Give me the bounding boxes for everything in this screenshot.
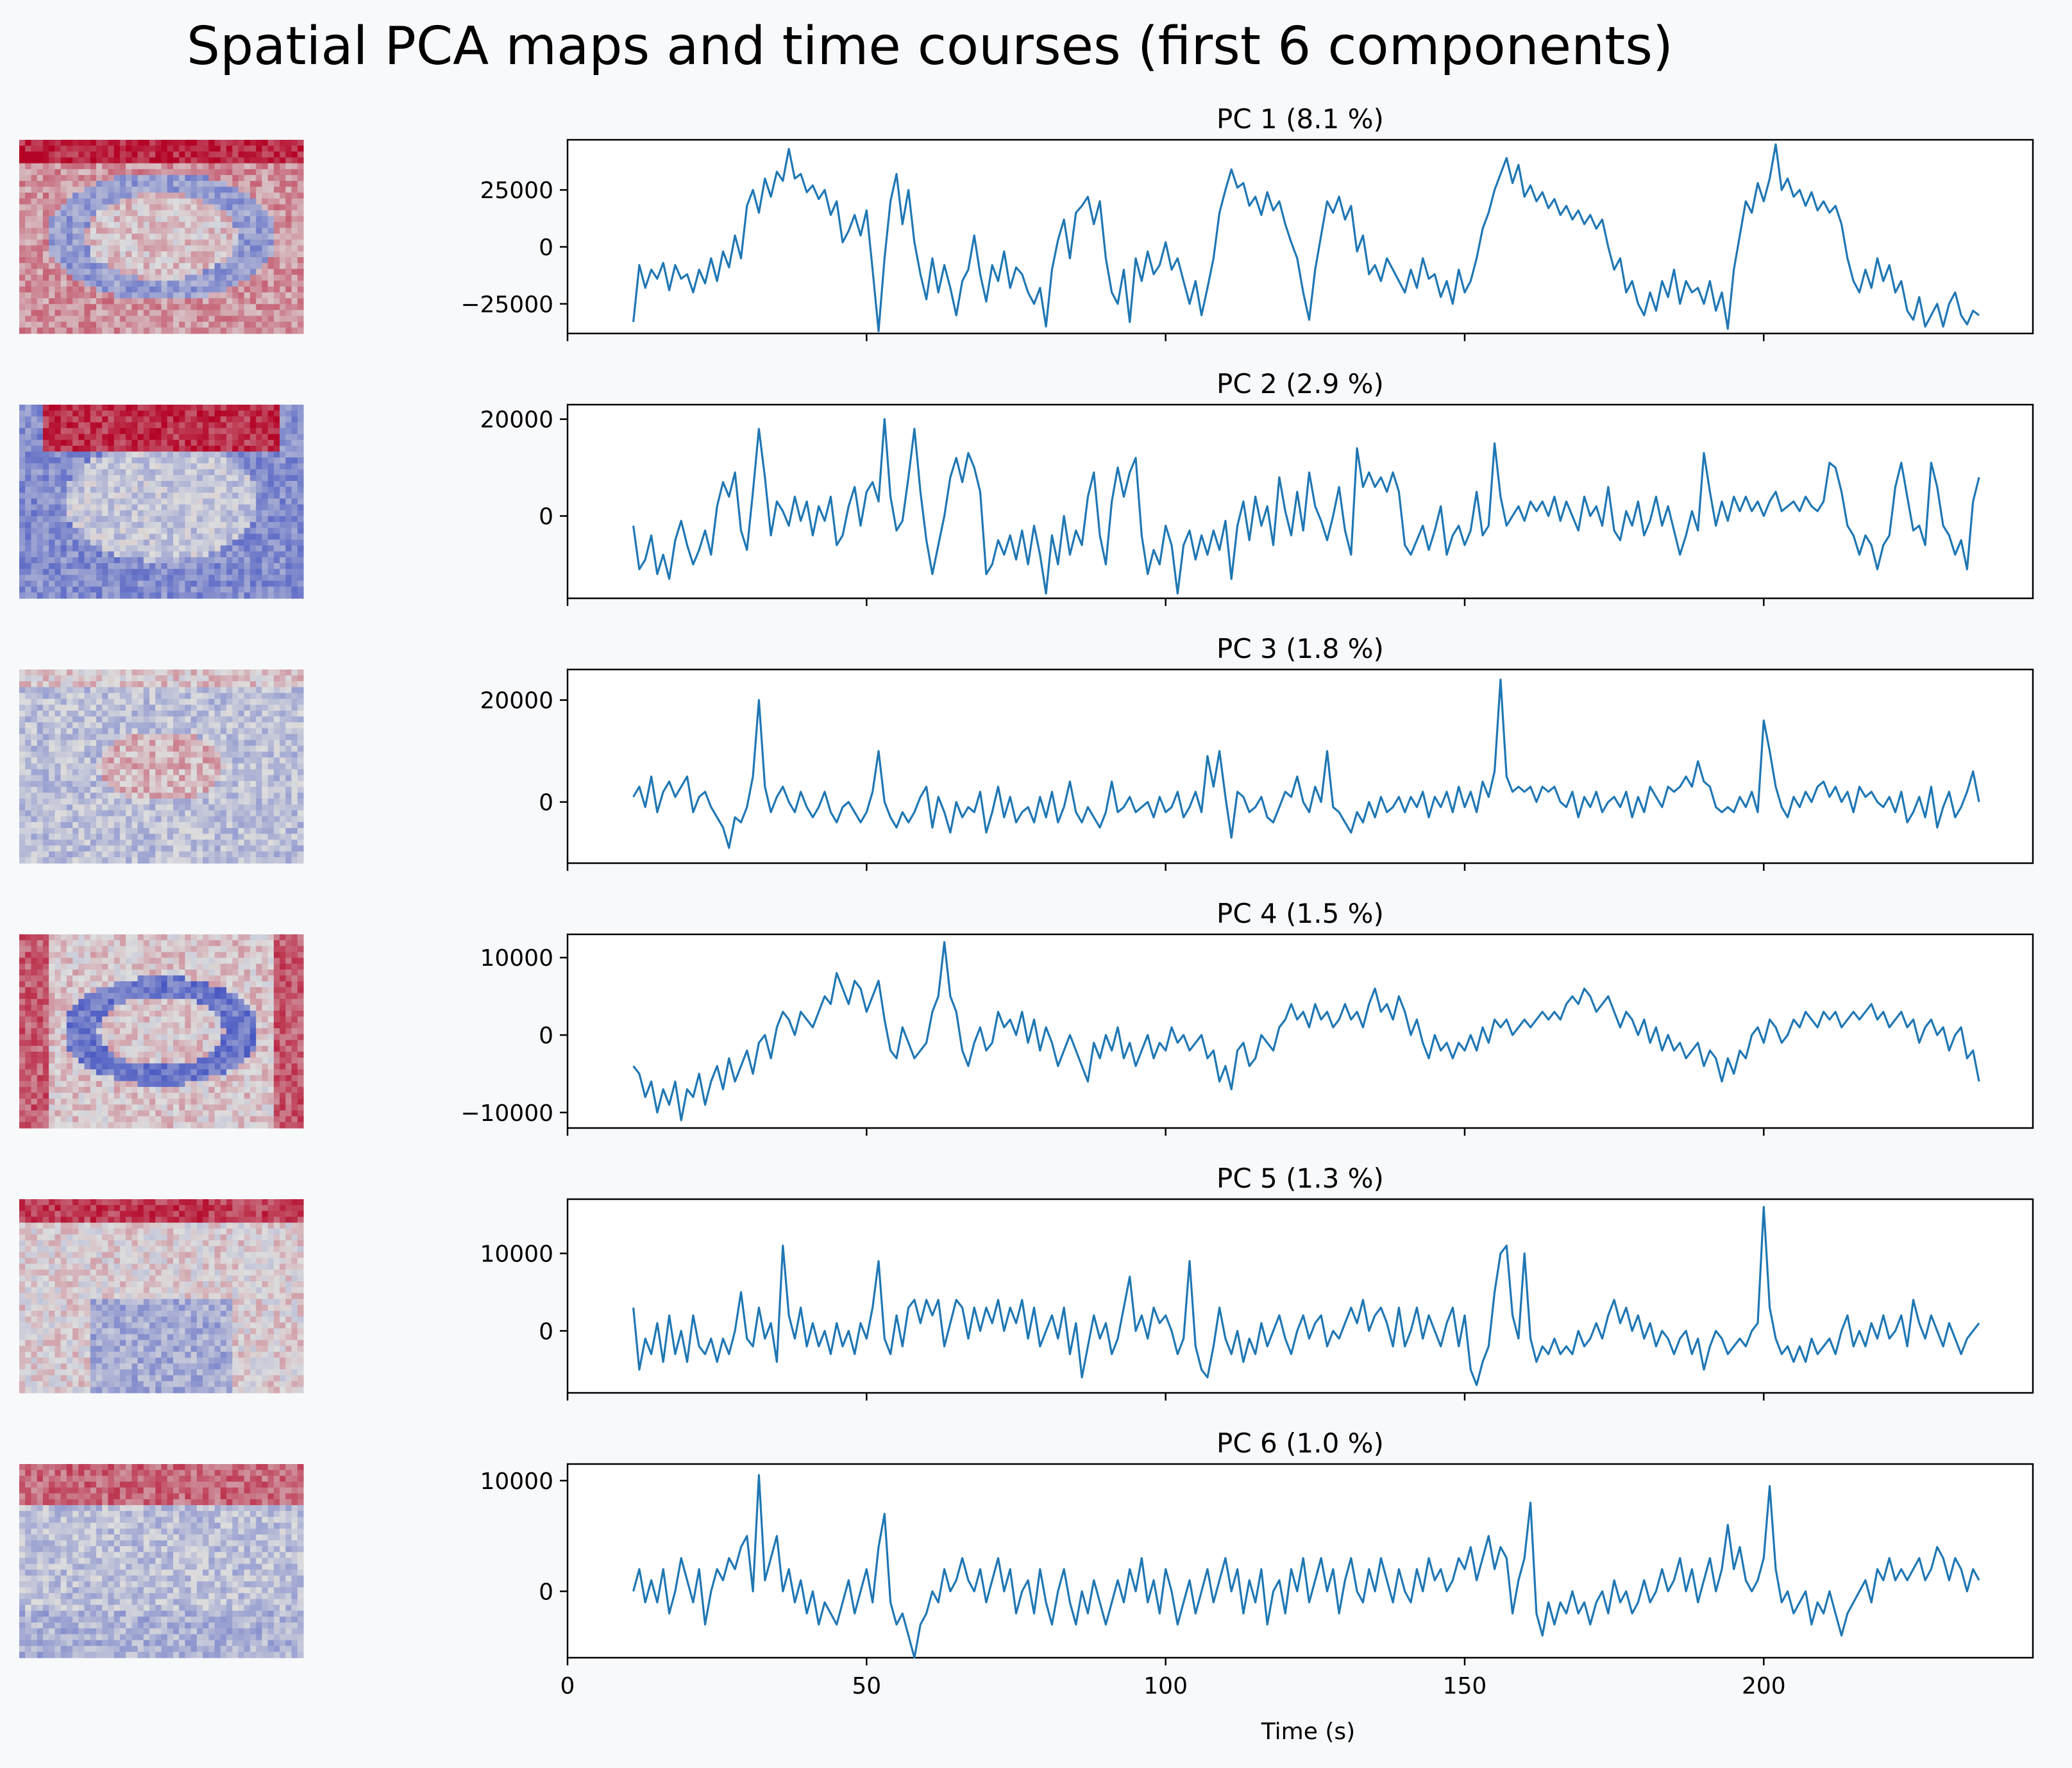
pc-map-3 [19, 669, 304, 864]
y-tick-label: 10000 [480, 1242, 553, 1268]
pc-axes-frame-3 [566, 668, 2034, 864]
pc-map-2 [19, 405, 304, 599]
pc-timecourse-line-2 [632, 417, 1980, 595]
x-axis-label: Time (s) [1261, 1719, 1355, 1745]
pc-timecourse-line-3 [632, 678, 1980, 849]
pc-panel-3: PC 3 (1.8 %) 20000 0 [19, 633, 2034, 871]
x-tick-label: 100 [1143, 1673, 1188, 1699]
x-tick-label: 0 [560, 1673, 575, 1699]
x-tick-label: 50 [852, 1673, 881, 1699]
pc-map-5 [19, 1199, 304, 1393]
pc-panel-1: PC 1 (8.1 %) 25000 0 −25000 [19, 103, 2034, 341]
pc-title-6: PC 6 (1.0 %) [1217, 1427, 1384, 1459]
pc-timecourse-line-4 [632, 941, 1980, 1122]
pc-axes-frame-4 [566, 933, 2034, 1129]
y-tick-label: 0 [539, 1579, 553, 1605]
pc-title-1: PC 1 (8.1 %) [1217, 103, 1384, 135]
y-tick-label: 0 [539, 1318, 553, 1345]
pc-map-1 [19, 140, 304, 334]
x-tick-label: 200 [1742, 1673, 1786, 1699]
figure-title: Spatial PCA maps and time courses (first… [187, 16, 1673, 77]
y-tick-label: 10000 [480, 945, 553, 972]
y-tick-label: 20000 [480, 407, 553, 434]
pc-axes-frame-6 [566, 1463, 2034, 1659]
pc-axes-frame-2 [566, 403, 2034, 600]
pc-title-5: PC 5 (1.3 %) [1217, 1163, 1384, 1194]
x-tick-label: 150 [1443, 1673, 1487, 1699]
pc-map-6 [19, 1464, 304, 1658]
pc-panel-4: PC 4 (1.5 %) 10000 0 −10000 [19, 898, 2034, 1136]
pc-title-4: PC 4 (1.5 %) [1217, 898, 1384, 929]
pc-panel-2: PC 2 (2.9 %) 20000 0 [19, 368, 2034, 606]
pc-timecourse-line-5 [632, 1206, 1980, 1386]
pc-map-4 [19, 934, 304, 1129]
pc-axes-frame-5 [566, 1198, 2034, 1394]
pc-timecourse-line-6 [632, 1474, 1980, 1659]
y-tick-label: 20000 [480, 688, 553, 714]
y-tick-label: 0 [539, 790, 553, 816]
y-tick-label: −10000 [460, 1100, 553, 1127]
y-tick-label: 10000 [480, 1469, 553, 1495]
pc-axes-frame-1 [566, 139, 2034, 335]
pc-title-2: PC 2 (2.9 %) [1217, 368, 1384, 400]
pc-timecourse-line-1 [632, 143, 1980, 333]
pc-title-3: PC 3 (1.8 %) [1217, 633, 1384, 664]
y-tick-label: 0 [539, 235, 553, 261]
y-tick-label: 0 [539, 504, 553, 530]
pc-panel-6: PC 6 (1.0 %) 10000 0 0 50 100 150 200 [19, 1427, 2034, 1699]
y-tick-label: 0 [539, 1023, 553, 1049]
pc-panel-5: PC 5 (1.3 %) 10000 0 [19, 1163, 2034, 1401]
y-tick-label: −25000 [460, 292, 553, 318]
y-tick-label: 25000 [480, 178, 553, 204]
